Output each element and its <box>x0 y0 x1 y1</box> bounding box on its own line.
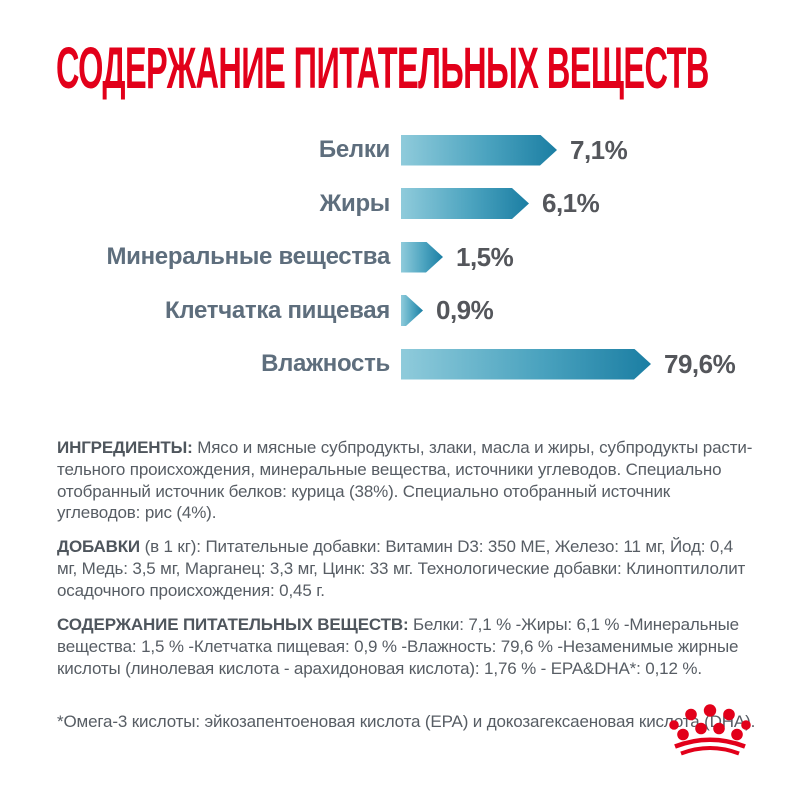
bar-label-fiber: Клетчатка пищевая <box>165 296 390 324</box>
bar-value-minerals: 1,5% <box>456 241 514 272</box>
chart-row-proteins: Белки 7,1% <box>57 134 767 166</box>
chart-row-fiber: Клетчатка пищевая 0,9% <box>57 295 767 327</box>
bar-label-fats: Жиры <box>319 189 391 217</box>
crown-dot <box>741 720 751 730</box>
bar-proteins <box>401 135 557 166</box>
bar-fiber <box>401 295 423 326</box>
crown-band-upper <box>674 737 746 749</box>
section-ingredients-heading: ИНГРЕДИЕНТЫ: <box>57 438 193 457</box>
bar-moisture <box>401 349 651 380</box>
crown-band-lower <box>680 746 740 756</box>
section-analysis-heading: СОДЕРЖАНИЕ ПИТАТЕЛЬНЫХ ВЕЩЕСТВ: <box>57 615 409 634</box>
crown-dot <box>713 722 725 735</box>
page-title: СОДЕРЖАНИЕ ПИТАТЕЛЬНЫХ ВЕЩЕСТВ <box>56 36 709 101</box>
bar-value-proteins: 7,1% <box>570 134 628 165</box>
bar-label-minerals: Минеральные вещества <box>106 243 390 270</box>
section-additives-text: Питательные добавки: Витамин D3: 350 МЕ,… <box>57 537 746 600</box>
section-analysis: СОДЕРЖАНИЕ ПИТАТЕЛЬНЫХ ВЕЩЕСТВ: Белки: 7… <box>57 614 757 679</box>
crown-dot <box>669 720 679 730</box>
crown-dot <box>731 728 743 741</box>
crown-dot <box>695 722 707 735</box>
bar-fats <box>401 188 529 219</box>
chart-row-minerals: Минеральные вещества 1,5% <box>57 241 767 273</box>
chart-row-moisture: Влажность 79,6% <box>57 348 767 380</box>
bar-value-fiber: 0,9% <box>436 295 494 325</box>
section-ingredients: ИНГРЕДИЕНТЫ: Мясо и мясные субпродукты, … <box>57 437 757 524</box>
bar-minerals <box>401 242 443 273</box>
bar-value-fats: 6,1% <box>542 188 600 218</box>
footnote-text: *Омега-3 кислоты: эйкозапентоеновая кисл… <box>57 712 756 731</box>
bar-value-moisture: 79,6% <box>664 348 736 379</box>
section-analysis-text: Белки: 7,1 % -Жиры: 6,1 % -Минеральные в… <box>57 615 739 678</box>
bar-label-proteins: Белки <box>318 136 390 163</box>
section-additives-heading: ДОБАВКИ <box>57 537 141 556</box>
crown-dot <box>703 704 717 717</box>
section-footnote: *Омега-3 кислоты: эйкозапентоеновая кисл… <box>57 711 757 733</box>
section-additives-heading-suffix: (в 1 кг): <box>144 537 201 556</box>
bar-label-moisture: Влажность <box>261 350 390 377</box>
crown-dot <box>677 728 689 741</box>
section-ingredients-text: Мясо и мясные субпродукты, злаки, масла … <box>57 438 753 523</box>
crown-dot <box>723 708 735 721</box>
nutrient-bar-chart: Белки 7,1% Жиры 6,1% Минеральные веществ… <box>57 134 767 402</box>
royal-canin-crown-logo <box>669 704 751 756</box>
section-additives: ДОБАВКИ (в 1 кг): Питательные добавки: В… <box>57 536 757 601</box>
chart-row-fats: Жиры 6,1% <box>57 188 767 220</box>
crown-dot <box>685 708 697 721</box>
